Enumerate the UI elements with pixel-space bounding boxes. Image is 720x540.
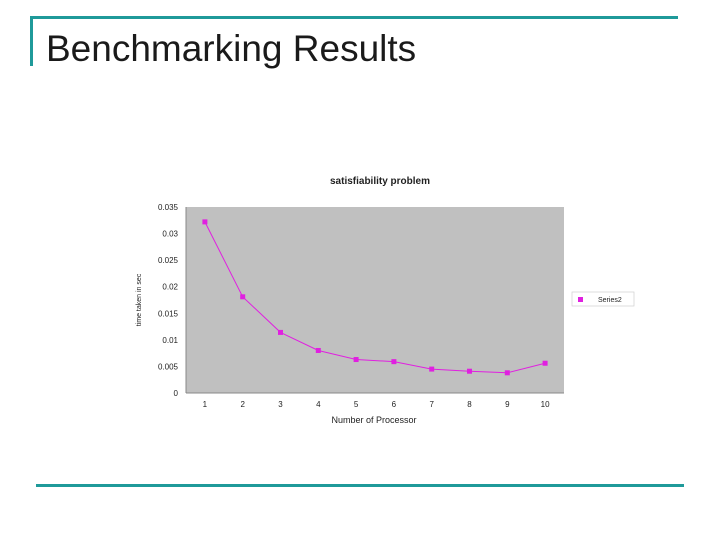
- series-line: [204, 221, 546, 374]
- x-tick-label: 10: [541, 400, 550, 409]
- data-point: [542, 360, 548, 366]
- series-points: [202, 219, 548, 376]
- data-point: [278, 329, 283, 335]
- y-tick-label: 0.02: [162, 283, 178, 292]
- data-point: [391, 359, 397, 365]
- x-tick-label: 1: [203, 400, 208, 409]
- y-tick-label: 0: [174, 389, 179, 398]
- data-point: [202, 219, 208, 225]
- legend-swatch: [578, 297, 583, 302]
- x-axis-label: Number of Processor: [331, 415, 416, 425]
- slide-title: Benchmarking Results: [46, 28, 417, 69]
- x-tick-label: 8: [467, 400, 472, 409]
- data-point: [504, 370, 510, 376]
- top-accent-rule: [30, 16, 678, 19]
- y-tick-label: 0.025: [158, 256, 179, 265]
- chart-title: satisfiability problem: [330, 176, 430, 187]
- x-tick-label: 3: [278, 400, 283, 409]
- y-tick-label: 0.035: [158, 203, 179, 212]
- y-tick-label: 0.01: [162, 336, 178, 345]
- bottom-accent-rule: [36, 484, 684, 487]
- x-tick-label: 2: [240, 400, 245, 409]
- x-tick-labels: 1 2 3 4 5 6 7 8 9 10: [203, 400, 550, 409]
- data-point: [467, 368, 472, 374]
- x-tick-label: 9: [505, 400, 510, 409]
- y-tick-label: 0.015: [158, 309, 179, 318]
- y-axis-label: time taken in sec: [136, 273, 143, 326]
- left-accent-rule: [30, 18, 33, 66]
- data-point: [315, 347, 321, 353]
- legend-box: [571, 291, 635, 307]
- y-tick-labels: 0 0.005 0.01 0.015 0.02 0.025 0.03 0.035: [158, 203, 179, 398]
- legend-label-series2: Series2: [598, 297, 622, 304]
- data-point: [240, 294, 246, 300]
- plot-area: [186, 207, 564, 393]
- x-tick-label: 4: [316, 400, 321, 409]
- data-point: [429, 366, 435, 372]
- legend: Series2: [571, 291, 635, 307]
- y-tick-label: 0.005: [158, 362, 179, 371]
- x-tick-label: 6: [392, 400, 397, 409]
- data-point: [353, 357, 359, 363]
- y-tick-label: 0.03: [162, 230, 178, 239]
- x-tick-label: 5: [354, 400, 359, 409]
- x-tick-label: 7: [429, 400, 434, 409]
